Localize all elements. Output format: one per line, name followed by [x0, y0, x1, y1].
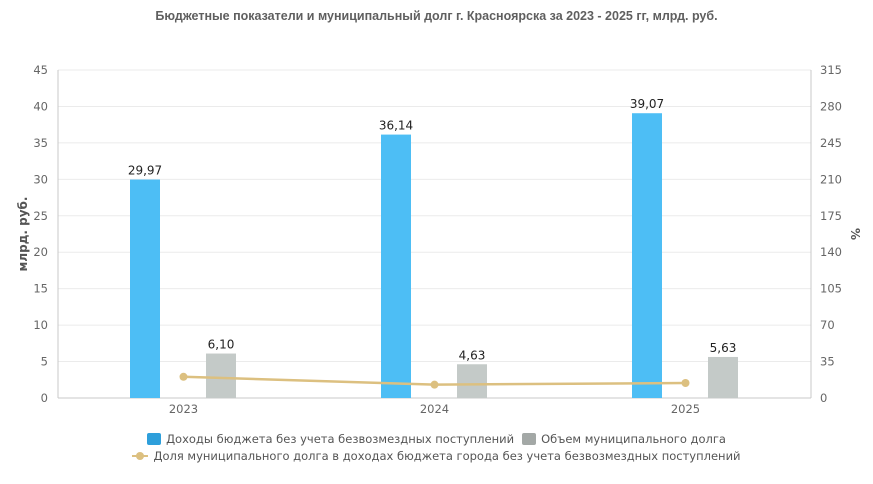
bar[interactable] [381, 134, 411, 398]
line-series[interactable] [179, 372, 690, 389]
bar-value-label: 36,14 [379, 119, 413, 133]
legend-label: Доля муниципального долга в доходах бюдж… [153, 448, 741, 463]
y2-tick-label: 315 [820, 63, 842, 77]
bar-value-label: 6,10 [208, 338, 235, 352]
legend-line-marker-icon [132, 450, 149, 462]
y2-tick-label: 210 [820, 172, 842, 186]
line-point[interactable] [179, 372, 188, 381]
bar-value-label: 4,63 [459, 348, 486, 362]
y-tick-label: 30 [33, 172, 48, 186]
line-point[interactable] [681, 378, 690, 387]
legend-swatch-blue-icon [147, 432, 162, 445]
bar[interactable] [457, 364, 487, 398]
y2-tick-label: 105 [820, 282, 842, 296]
y-tick-label: 35 [33, 136, 48, 150]
bar-value-label: 29,97 [128, 164, 162, 178]
legend-label: Объем муниципального долга [541, 431, 726, 446]
x-tick-label: 2025 [671, 402, 700, 416]
y2-tick-label: 175 [820, 209, 842, 223]
x-tick-label: 2023 [169, 402, 198, 416]
bar[interactable] [130, 179, 160, 398]
y-tick-label: 45 [33, 63, 48, 77]
y2-tick-label: 0 [820, 391, 827, 405]
y-tick-label: 20 [33, 245, 48, 259]
y2-tick-label: 280 [820, 99, 842, 113]
y-axis-left-title: млрд. руб. [16, 197, 30, 272]
y-tick-label: 0 [41, 391, 48, 405]
chart-title: Бюджетные показатели и муниципальный дол… [155, 9, 718, 23]
legend-item-debt-share[interactable]: Доля муниципального долга в доходах бюдж… [132, 448, 741, 463]
legend-item-income[interactable]: Доходы бюджета без учета безвозмездных п… [147, 432, 514, 446]
y2-tick-label: 70 [820, 318, 835, 332]
y-axis-left-ticks: 0 5 10 15 20 25 30 35 40 45 [33, 63, 48, 405]
x-tick-label: 2024 [420, 402, 449, 416]
legend-item-debt[interactable]: Объем муниципального долга [522, 432, 726, 446]
bar[interactable] [632, 113, 662, 398]
y2-tick-label: 245 [820, 136, 842, 150]
line-point[interactable] [430, 380, 439, 389]
y2-tick-label: 140 [820, 245, 842, 259]
y-tick-label: 25 [33, 209, 48, 223]
legend: Доходы бюджета без учета безвозмездных п… [0, 430, 873, 464]
legend-label: Доходы бюджета без учета безвозмездных п… [166, 431, 515, 446]
gridlines [57, 69, 812, 399]
bar-value-label: 5,63 [710, 341, 737, 355]
y-tick-label: 10 [33, 318, 48, 332]
bar-value-label: 39,07 [630, 97, 664, 111]
bar[interactable] [708, 356, 738, 398]
y-axis-right-title: % [848, 228, 862, 240]
y-axis-right-ticks: 0 35 70 105 140 175 210 245 280 315 [820, 63, 842, 405]
x-axis-ticks: 2023 2024 2025 [169, 402, 700, 416]
y2-tick-label: 35 [820, 355, 835, 369]
legend-swatch-gray-icon [522, 432, 537, 445]
bar[interactable] [206, 353, 236, 398]
y-tick-label: 40 [33, 99, 48, 113]
y-tick-label: 5 [41, 355, 48, 369]
y-tick-label: 15 [33, 282, 48, 296]
bar-series[interactable]: 29,97 6,10 36,14 4,63 39,07 5,63 [128, 97, 738, 398]
